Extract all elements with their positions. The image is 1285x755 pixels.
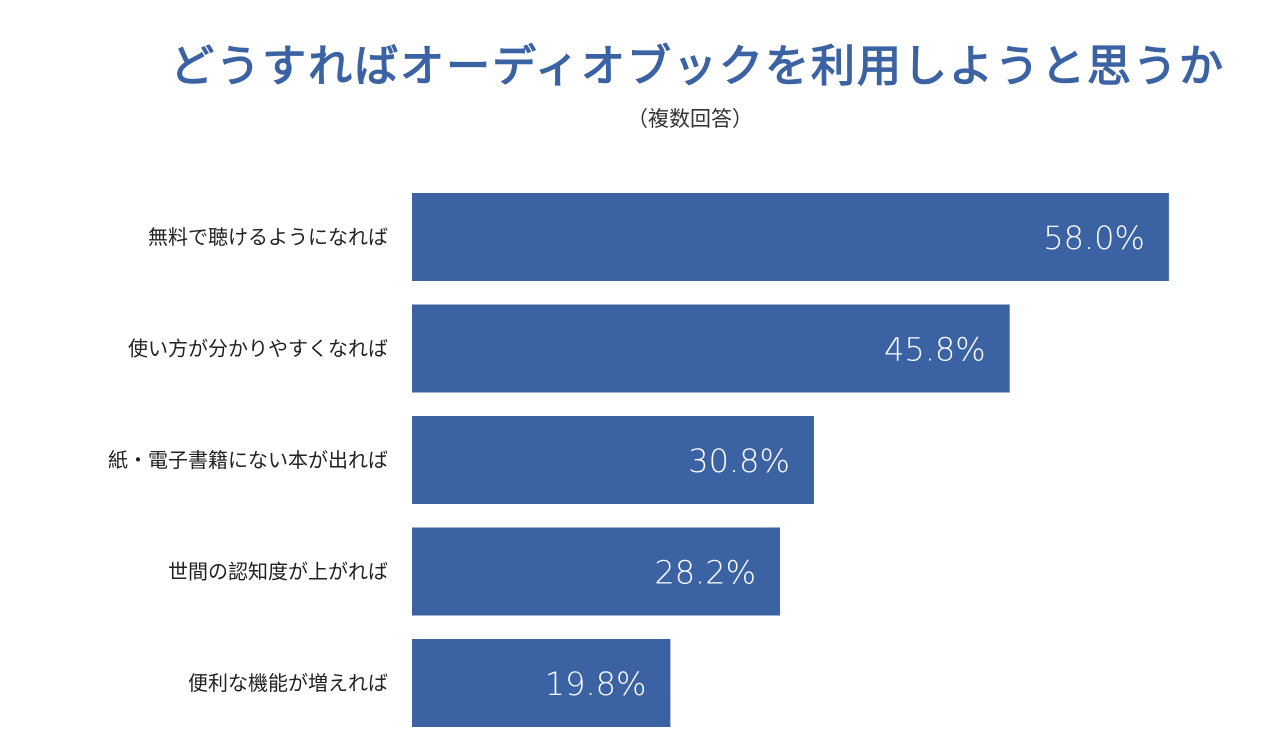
- bar: [412, 193, 1169, 281]
- bar: [412, 416, 814, 504]
- value-label: 58.0%: [1043, 219, 1145, 257]
- category-label: 使い方が分かりやすくなれば: [128, 337, 388, 361]
- chart-subtitle: （複数回答）: [627, 107, 753, 131]
- value-label: 45.8%: [884, 331, 986, 369]
- category-label: 世間の認知度が上がれば: [168, 560, 388, 584]
- bar: [412, 304, 1010, 393]
- bar: [412, 527, 781, 616]
- chart-title: どうすればオーディオブックを利用しようと思うか: [170, 41, 1225, 92]
- category-label: 無料で聴けるようになれば: [148, 225, 388, 249]
- value-label: 28.2%: [654, 554, 756, 592]
- category-label: 紙・電子書籍にない本が出れば: [108, 448, 388, 472]
- value-label: 30.8%: [688, 442, 790, 480]
- bar: [412, 639, 671, 727]
- category-label: 便利な機能が増えれば: [188, 671, 388, 695]
- value-label: 19.8%: [545, 665, 647, 703]
